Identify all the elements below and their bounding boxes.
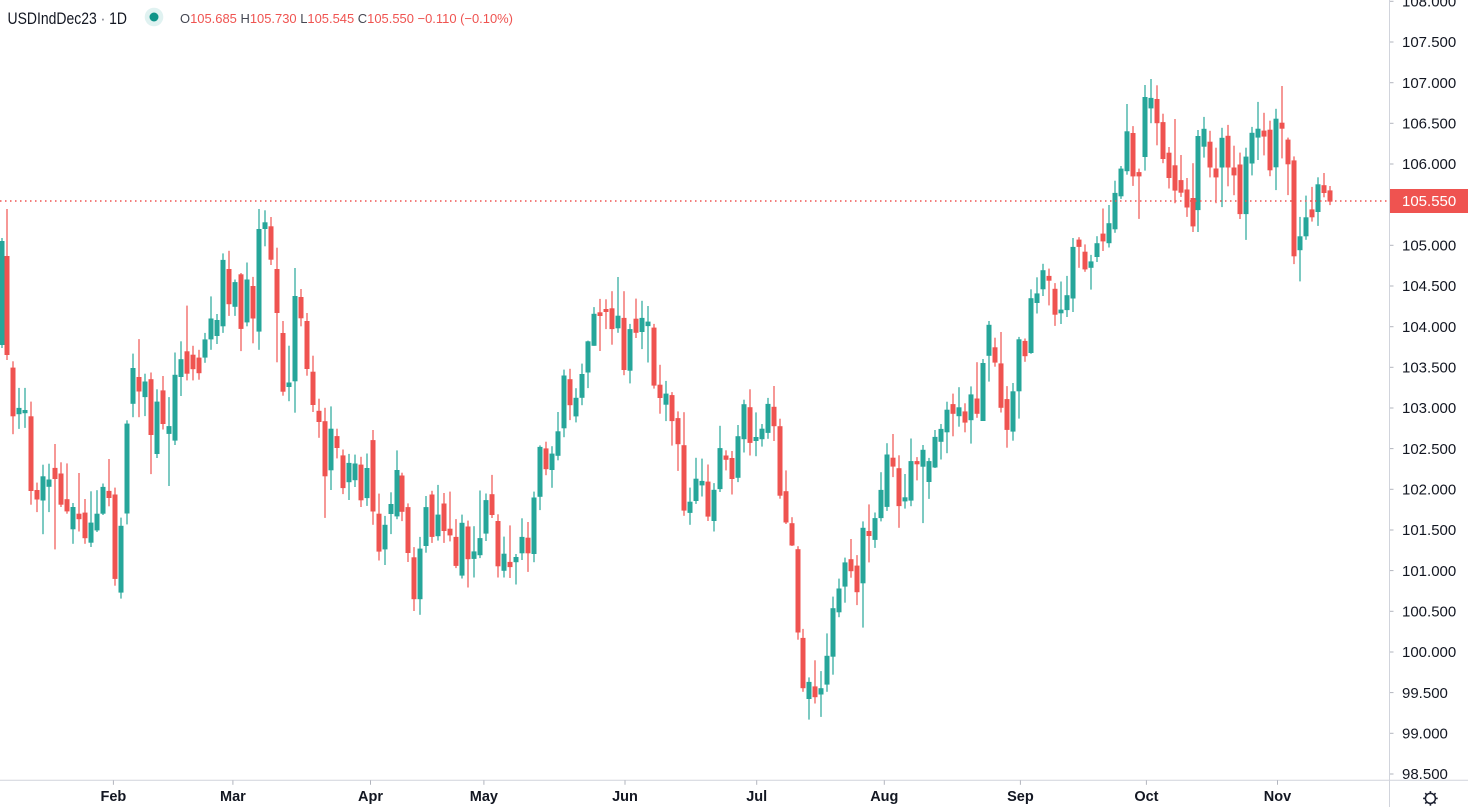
svg-text:106.000: 106.000 [1402,156,1456,173]
svg-text:101.500: 101.500 [1402,522,1456,539]
svg-text:Sep: Sep [1007,789,1034,805]
svg-text:100.500: 100.500 [1402,604,1456,621]
svg-text:105.000: 105.000 [1402,238,1456,255]
svg-text:104.000: 104.000 [1402,319,1456,336]
svg-text:100.000: 100.000 [1402,644,1456,661]
svg-text:Jul: Jul [746,789,767,805]
svg-text:Nov: Nov [1264,789,1291,805]
svg-text:98.500: 98.500 [1402,766,1448,783]
svg-text:104.500: 104.500 [1402,278,1456,295]
svg-text:102.500: 102.500 [1402,441,1456,458]
svg-text:Apr: Apr [358,789,383,805]
svg-text:102.000: 102.000 [1402,482,1456,499]
svg-text:105.550: 105.550 [1402,193,1456,210]
svg-text:106.500: 106.500 [1402,116,1456,133]
svg-text:103.500: 103.500 [1402,360,1456,377]
svg-text:Oct: Oct [1134,789,1158,805]
svg-text:107.000: 107.000 [1402,75,1456,92]
svg-text:O105.685 H105.730 L105.545 C10: O105.685 H105.730 L105.545 C105.550 −0.1… [180,11,513,26]
svg-text:101.000: 101.000 [1402,563,1456,580]
svg-text:99.000: 99.000 [1402,726,1448,743]
svg-text:99.500: 99.500 [1402,685,1448,702]
svg-text:USDIndDec23 · 1D: USDIndDec23 · 1D [8,10,128,28]
svg-text:108.000: 108.000 [1402,0,1456,11]
svg-text:Mar: Mar [220,789,246,805]
svg-text:Aug: Aug [870,789,898,805]
svg-text:103.000: 103.000 [1402,400,1456,417]
svg-text:Jun: Jun [612,789,638,805]
svg-text:Feb: Feb [101,789,127,805]
svg-text:May: May [470,789,498,805]
svg-text:107.500: 107.500 [1402,34,1456,51]
